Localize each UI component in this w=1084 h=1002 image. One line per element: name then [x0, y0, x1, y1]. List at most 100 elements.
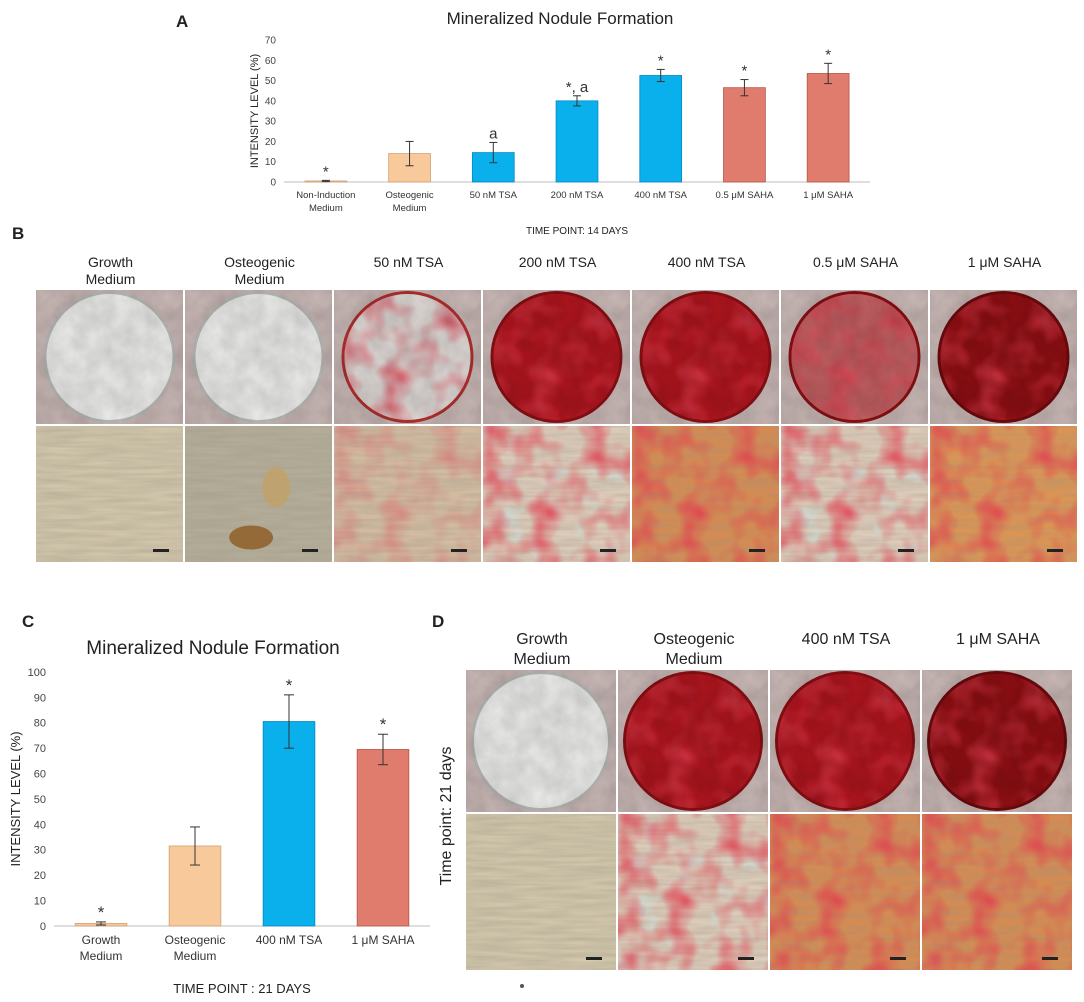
y-tick-label: 50 — [265, 76, 277, 87]
grain-noise — [36, 290, 183, 424]
micrograph — [483, 426, 630, 562]
x-tick-label: 200 nM TSA — [551, 190, 604, 201]
micrograph — [781, 426, 928, 562]
b-micro-2 — [334, 426, 481, 562]
y-tick-label: 10 — [34, 895, 46, 907]
scale-bar — [738, 957, 754, 960]
well-photo — [618, 670, 768, 812]
red-nodules — [618, 814, 768, 970]
scale-bar — [153, 549, 169, 552]
y-tick-label: 80 — [34, 718, 46, 730]
panel-d-row-label: Time point: 21 days — [438, 746, 455, 886]
grain-noise — [770, 670, 920, 812]
y-tick-label: 70 — [34, 743, 46, 755]
d-micro-3 — [922, 814, 1072, 970]
significance-label: * — [658, 52, 664, 69]
well-photo — [466, 670, 616, 812]
x-tick-label: 400 nM TSA — [256, 933, 322, 947]
panel-c-letter: C — [22, 612, 35, 631]
x-tick-label: 1 μM SAHA — [803, 190, 853, 201]
column-label: Osteogenic Medium — [224, 254, 295, 287]
significance-label: * — [98, 903, 105, 922]
grain-noise — [483, 290, 630, 424]
significance-label: * — [380, 715, 387, 734]
b-well-1 — [185, 290, 332, 424]
y-tick-label: 50 — [34, 794, 46, 806]
red-nodules — [632, 426, 779, 562]
grain-noise — [632, 290, 779, 424]
scale-bar — [898, 549, 914, 552]
b-micro-1 — [185, 426, 332, 562]
x-tick-label: 1 μM SAHA — [352, 933, 415, 947]
b-well-3 — [483, 290, 630, 424]
scale-bar — [1042, 957, 1058, 960]
well-photo — [632, 290, 779, 424]
red-nodules — [483, 426, 630, 562]
red-nodules — [781, 426, 928, 562]
y-tick-label: 0 — [270, 178, 276, 189]
y-tick-label: 60 — [265, 56, 277, 67]
x-axis-label: TIME POINT: 14 DAYS — [526, 226, 628, 237]
x-tick-label: Medium — [80, 949, 123, 963]
x-tick-label: Osteogenic — [165, 933, 226, 947]
well-photo — [770, 670, 920, 812]
grain-noise — [930, 290, 1077, 424]
nodule — [229, 525, 274, 550]
d-micro-1 — [618, 814, 768, 970]
d-well-0 — [466, 670, 616, 812]
well-photo — [36, 290, 183, 424]
scale-bar — [586, 957, 602, 960]
micrograph — [618, 814, 768, 970]
red-nodules — [334, 426, 481, 562]
fiber-texture — [466, 814, 616, 970]
footnote-dot — [520, 984, 524, 988]
y-tick-label: 40 — [265, 96, 277, 107]
grain-noise — [466, 670, 616, 812]
column-label: 400 nM TSA — [801, 631, 891, 648]
scale-bar — [890, 957, 906, 960]
red-nodules — [922, 814, 1072, 970]
y-tick-label: 20 — [34, 870, 46, 882]
chart-c: Mineralized Nodule Formation INTENSITY LE… — [8, 638, 430, 996]
y-tick-label: 40 — [34, 819, 46, 831]
d-micro-2 — [770, 814, 920, 970]
b-micro-5 — [781, 426, 928, 562]
column-label: 50 nM TSA — [373, 254, 444, 270]
scale-bar — [451, 549, 467, 552]
column-label: 1 μM SAHA — [967, 254, 1042, 270]
y-tick-label: 70 — [265, 36, 277, 47]
micrograph — [770, 814, 920, 970]
micrograph — [185, 426, 332, 562]
x-tick-label: Medium — [174, 949, 217, 963]
micrograph — [334, 426, 481, 562]
significance-label: * — [286, 676, 293, 695]
b-well-0 — [36, 290, 183, 424]
column-label: Growth Medium — [513, 631, 571, 668]
bar — [262, 721, 316, 927]
panel-a-letter: A — [176, 12, 189, 31]
nodule — [262, 467, 291, 508]
b-micro-4 — [632, 426, 779, 562]
x-tick-label: Medium — [393, 203, 427, 214]
x-tick-label: 400 nM TSA — [634, 190, 687, 201]
micrograph — [36, 426, 183, 562]
y-tick-label: 10 — [265, 157, 277, 168]
y-tick-label: 30 — [34, 845, 46, 857]
micrograph — [466, 814, 616, 970]
grain-noise — [618, 670, 768, 812]
micrograph — [922, 814, 1072, 970]
significance-label: * — [323, 163, 329, 180]
chart-title: Mineralized Nodule Formation — [447, 9, 674, 28]
well-photo — [185, 290, 332, 424]
well-photo — [483, 290, 630, 424]
scale-bar — [749, 549, 765, 552]
significance-label: * — [825, 46, 831, 63]
y-tick-label: 30 — [265, 117, 277, 128]
bar — [806, 73, 850, 183]
panel-d-letter: D — [432, 612, 445, 631]
d-micro-0 — [466, 814, 616, 970]
y-tick-label: 60 — [34, 768, 46, 780]
significance-label: * — [742, 63, 748, 80]
column-label: 1 μM SAHA — [956, 631, 1040, 648]
b-micro-0 — [36, 426, 183, 562]
